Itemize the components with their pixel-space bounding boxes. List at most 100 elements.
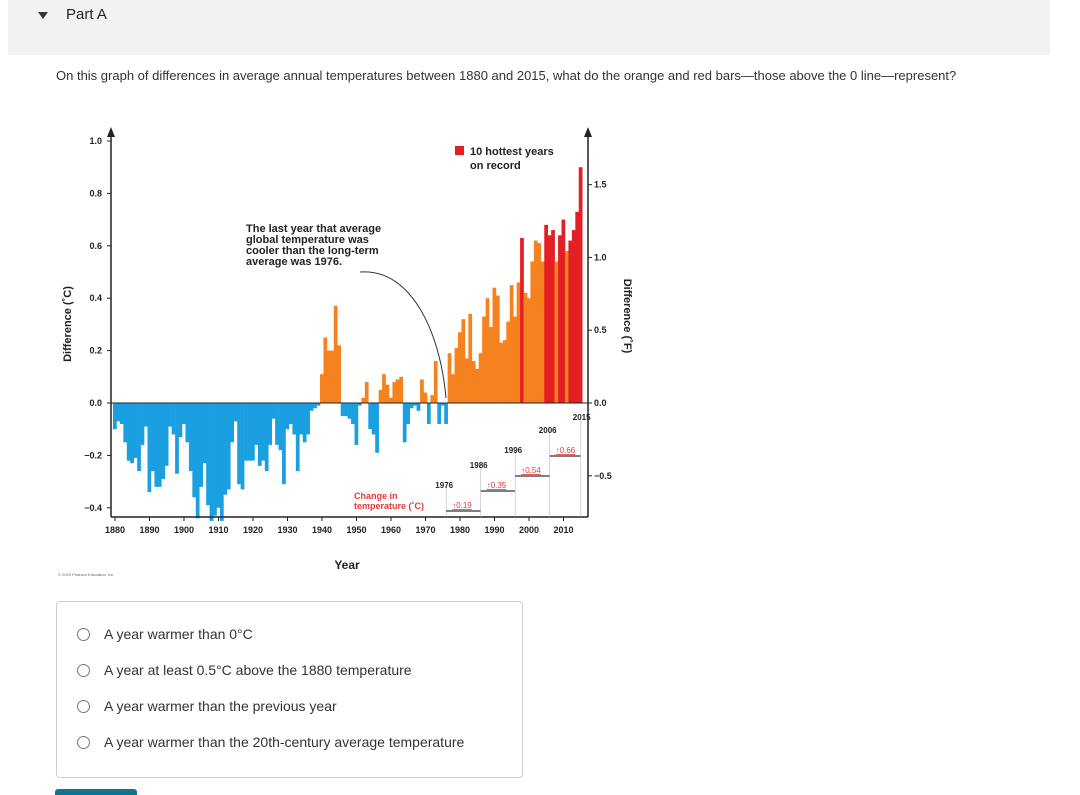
answer-option[interactable]: A year at least 0.5°C above the 1880 tem…: [77, 662, 412, 678]
bar-1962: [395, 379, 400, 403]
bar-1906: [202, 403, 207, 464]
bar-1927: [275, 403, 279, 445]
bar-2012: [568, 240, 573, 403]
bar-1950: [354, 403, 359, 445]
annotation-text: The last year that average global tempera…: [246, 223, 381, 268]
radio-button[interactable]: [77, 663, 90, 677]
x-tick-label: 1980: [450, 525, 470, 535]
bar-1937: [309, 403, 314, 411]
x-axis-label: Year: [334, 558, 360, 572]
bar-2000: [527, 298, 531, 403]
radio-button[interactable]: [77, 627, 90, 641]
bar-1897: [171, 403, 176, 435]
bar-1908: [209, 403, 214, 521]
bar-1991: [495, 295, 500, 403]
bar-1956: [375, 403, 379, 453]
bar-1882: [119, 403, 124, 424]
option-label: A year warmer than the 20th-century aver…: [104, 734, 465, 750]
bar-1902: [188, 403, 193, 472]
bar-1921: [254, 403, 259, 445]
bar-2002: [533, 240, 538, 403]
change-year: 2006: [539, 426, 557, 435]
answer-option[interactable]: A year warmer than the 20th-century aver…: [77, 734, 464, 750]
option-label: A year warmer than 0°C: [104, 626, 253, 642]
y-tick-label: 0.8: [89, 188, 102, 198]
bar-1977: [447, 353, 452, 403]
bar-1911: [219, 403, 224, 521]
bar-1924: [264, 403, 269, 472]
bar-1934: [299, 403, 304, 435]
bar-1898: [175, 403, 179, 474]
bar-2010: [561, 219, 566, 403]
annotation-leader: [359, 271, 447, 399]
answer-options: A year warmer than 0°C A year at least 0.…: [56, 601, 523, 778]
change-year: 1976: [435, 481, 453, 490]
bar-1922: [257, 403, 262, 466]
bar-1891: [150, 403, 155, 472]
bar-1961: [392, 382, 397, 403]
bar-1935: [302, 403, 307, 443]
y-tick-label: 1.0: [89, 136, 102, 146]
answer-option[interactable]: A year warmer than 0°C: [77, 626, 253, 642]
bar-1965: [406, 403, 410, 424]
bar-1960: [389, 397, 393, 403]
bar-1885: [130, 403, 134, 464]
bar-1985: [475, 368, 479, 403]
bar-1958: [382, 374, 386, 403]
submit-button[interactable]: [55, 789, 137, 795]
answer-option[interactable]: A year warmer than the previous year: [77, 698, 337, 714]
bar-1901: [185, 403, 190, 443]
radio-button[interactable]: [77, 735, 90, 749]
bar-1983: [468, 313, 473, 403]
x-tick-label: 1930: [277, 525, 297, 535]
bar-1940: [320, 374, 324, 403]
bar-1936: [306, 403, 310, 435]
bar-1969: [420, 379, 424, 403]
part-header[interactable]: Part A: [8, 0, 1050, 55]
bar-1916: [237, 403, 241, 485]
bar-1888: [140, 403, 145, 445]
bar-1880: [113, 403, 117, 430]
bar-1982: [464, 358, 469, 403]
change-label: Change in temperature (˚C): [354, 491, 424, 511]
bar-1917: [240, 403, 245, 490]
x-tick-label: 1940: [312, 525, 332, 535]
bar-2014: [575, 211, 580, 403]
bar-1910: [216, 403, 221, 508]
y-right-tick-label: 0.5: [594, 325, 607, 335]
bar-1887: [137, 403, 141, 472]
bar-1938: [313, 403, 317, 409]
x-tick-label: 1900: [174, 525, 194, 535]
bar-1967: [413, 403, 417, 406]
bar-1889: [144, 403, 148, 427]
bar-2009: [558, 235, 562, 403]
bar-1954: [368, 403, 373, 430]
radio-button[interactable]: [77, 699, 90, 713]
bar-1886: [133, 403, 138, 459]
bar-1883: [123, 403, 128, 443]
bar-1914: [230, 403, 235, 443]
temperature-chart: 1.0 0.8 0.6 0.4 0.2 0.0 −0.2 −0.4 1.5 1.0 0.5 0.0 −0…: [62, 127, 633, 572]
bar-2006: [547, 235, 552, 403]
legend-swatch: [455, 146, 464, 155]
bar-1946: [340, 403, 345, 417]
triangle-down-icon[interactable]: [38, 12, 48, 19]
bar-1949: [351, 403, 355, 424]
y-tick-label: 0.2: [89, 346, 102, 356]
bar-1928: [278, 403, 283, 451]
bar-2003: [537, 243, 542, 403]
change-value: ↑0.19: [452, 501, 472, 510]
x-tick-label: 1920: [243, 525, 263, 535]
y-right-tick-label: −0.5: [594, 471, 612, 481]
axis-arrow-icon: [107, 127, 115, 137]
x-tick-label: 1990: [484, 525, 504, 535]
x-tick-label: 1970: [415, 525, 435, 535]
bar-1909: [213, 403, 217, 516]
y-tick-label: 0.0: [89, 398, 102, 408]
bar-1892: [154, 403, 159, 487]
bar-1957: [378, 389, 383, 403]
bar-1943: [330, 350, 335, 403]
y-tick-label: −0.4: [84, 503, 102, 513]
bar-1987: [482, 316, 486, 403]
bar-1895: [164, 403, 169, 466]
